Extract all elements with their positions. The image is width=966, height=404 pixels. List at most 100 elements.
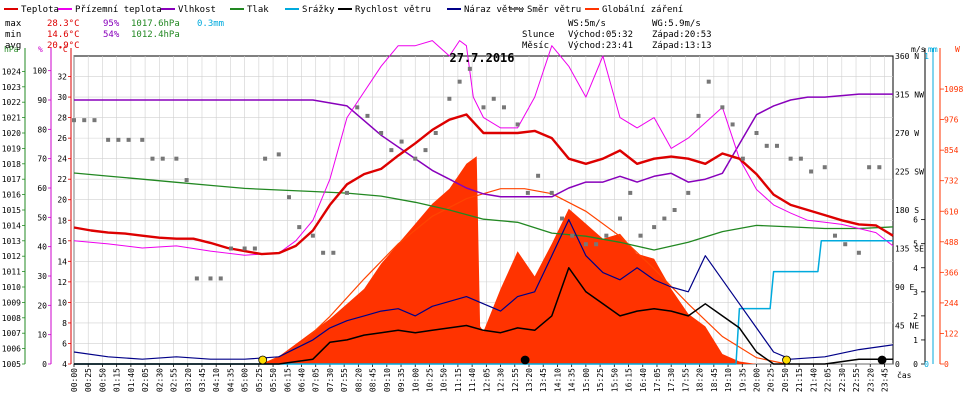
rain-tick-label: 0 (924, 360, 929, 369)
x-tick-label: 00:50 (98, 368, 107, 392)
x-tick-label: 19:35 (738, 368, 747, 392)
legend-label: Směr větru (527, 5, 581, 15)
wind-direction-point (218, 276, 223, 281)
radiation-tick-label: 610 (944, 207, 959, 216)
series-rain (74, 240, 893, 365)
wind-direction-point (843, 242, 848, 247)
moon-rise: Východ:23:41 (568, 41, 634, 51)
x-tick-label: 01:40 (127, 368, 136, 392)
x-tick-label: 07:05 (312, 368, 321, 392)
hpa-tick-label: 1012 (2, 252, 21, 261)
x-tick-label: 15:50 (610, 368, 619, 392)
wind-direction-point (379, 131, 384, 135)
hpa-tick-label: 1017 (2, 175, 21, 184)
x-axis-unit: čas (897, 370, 912, 380)
wind-direction-point (798, 156, 803, 161)
x-tick-label: 10:50 (440, 368, 449, 392)
series-humidity (74, 93, 893, 198)
radiation-tick-label: 976 (944, 116, 959, 125)
plot-layer (72, 40, 894, 365)
wind-direction-point (106, 137, 111, 142)
hpa-tick-label: 1022 (2, 98, 21, 107)
wind-direction-point (399, 139, 404, 144)
celsius-tick-label: 4 (62, 360, 67, 369)
x-tick-label: 12:05 (482, 368, 491, 392)
wind-tick-label: 3 (913, 288, 918, 297)
wind-direction-point (140, 137, 145, 142)
x-tick-label: 03:20 (184, 368, 193, 392)
moon-label: Měsíc (522, 41, 550, 51)
radiation-tick-label: 488 (944, 238, 959, 247)
stat-avg-temp: 20.9°C (47, 41, 80, 51)
radiation-axis-unit: W (955, 45, 960, 54)
x-tick-label: 13:20 (525, 368, 534, 392)
x-tick-label: 10:25 (425, 368, 434, 392)
percent-tick-label: 50 (37, 213, 47, 222)
celsius-tick-label: 10 (57, 298, 67, 307)
x-tick-label: 21:40 (809, 368, 818, 392)
x-tick-label: 14:10 (553, 368, 562, 392)
legend-label: Rychlost větru (355, 5, 431, 15)
wind-tick-label: 0 (913, 360, 918, 369)
wind-direction-point (604, 233, 609, 238)
x-tick-label: 00:00 (70, 368, 79, 392)
wind-direction-point (467, 66, 472, 71)
legend-label: Náraz větru (464, 5, 524, 15)
x-tick-label: 02:30 (155, 368, 164, 392)
sunset-marker (782, 355, 791, 365)
wind-direction-point (740, 156, 745, 161)
stat-min-label: min (5, 30, 22, 40)
x-tick-label: 00:25 (84, 368, 93, 392)
x-tick-label: 18:45 (710, 368, 719, 392)
direction-tick-label: 45 NE (895, 322, 919, 331)
x-tick-label: 02:55 (170, 368, 179, 392)
x-tick-label: 12:55 (511, 368, 520, 392)
sun-set: Západ:20:53 (652, 30, 712, 40)
wind-direction-point (310, 233, 315, 238)
direction-tick-label: 360 N (895, 52, 919, 61)
legend: Teplota Přízemní teplota Vlhkost Tlak Srážky… (4, 5, 683, 15)
hpa-tick-label: 1013 (2, 237, 21, 246)
series-theoretical-radiation (262, 188, 787, 365)
hpa-tick-label: 1024 (2, 67, 21, 76)
x-tick-label: 02:05 (141, 368, 150, 392)
wind-direction-point (720, 105, 725, 110)
celsius-tick-label: 16 (57, 237, 67, 246)
wind-direction-point (321, 250, 326, 255)
stat-max-temp: 28.3°C (47, 19, 80, 29)
wind-tick-label: 5 (913, 240, 918, 249)
wind-direction-point (331, 250, 336, 255)
chart-title: 27.7.2016 (449, 51, 514, 65)
wind-direction-point (116, 137, 121, 142)
wind-direction-point (413, 156, 418, 161)
legend-label: Tlak (247, 5, 269, 15)
x-tick-label: 16:15 (625, 368, 634, 392)
wind-direction-point (754, 131, 759, 135)
radiation-tick-label: 1098 (944, 85, 963, 94)
wind-direction-point (389, 148, 394, 153)
wind-direction-point (809, 169, 814, 174)
wind-direction-point (184, 178, 189, 183)
x-tick-label: 05:00 (241, 368, 250, 392)
wind-direction-point (662, 216, 667, 221)
x-tick-label: 22:55 (852, 368, 861, 392)
x-tick-label: 18:20 (696, 368, 705, 392)
wind-direction-point (276, 152, 281, 157)
x-tick-label: 07:30 (326, 368, 335, 392)
x-tick-label: 07:55 (340, 368, 349, 392)
stat-min-temp: 14.6°C (47, 30, 80, 40)
wind-direction-point (433, 131, 438, 135)
wind-direction-point (559, 216, 564, 221)
wind-direction-point (286, 195, 291, 200)
celsius-tick-label: 28 (57, 114, 67, 123)
wind-direction-point (730, 122, 735, 127)
wind-direction-point (525, 190, 530, 195)
radiation-tick-label: 366 (944, 268, 959, 277)
moonrise-marker (877, 355, 887, 365)
hpa-tick-label: 1020 (2, 129, 21, 138)
hpa-tick-label: 1014 (2, 221, 21, 230)
x-tick-label: 01:15 (113, 368, 122, 392)
x-tick-label: 21:15 (795, 368, 804, 392)
wind-direction-point (228, 246, 233, 251)
hpa-tick-label: 1007 (2, 329, 21, 338)
